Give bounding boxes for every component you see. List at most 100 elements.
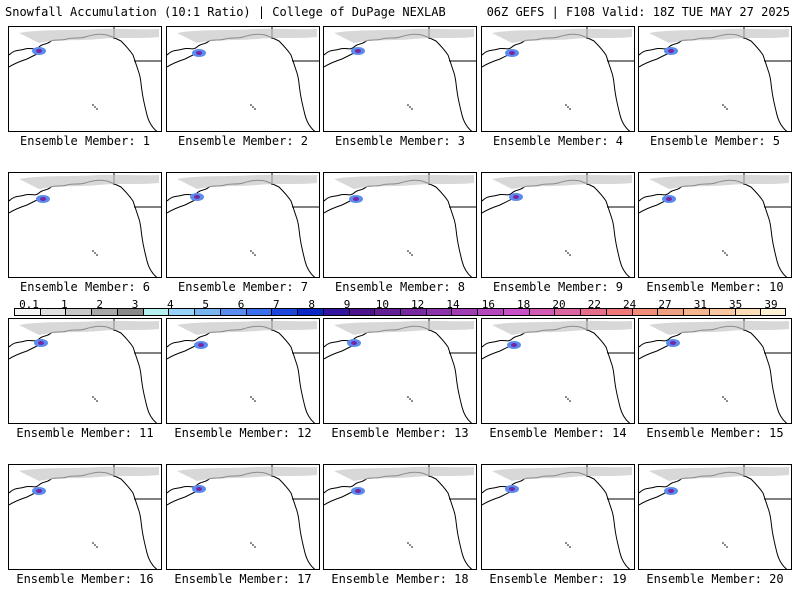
island-dot [569, 400, 571, 402]
legend-color-bin [451, 308, 478, 316]
ensemble-map-panel [638, 172, 792, 278]
snow-accumulation-core [513, 195, 519, 199]
legend-color-bin [374, 308, 400, 316]
island-dot [724, 252, 726, 254]
legend-label: 5 [202, 298, 209, 311]
island-dot [722, 250, 724, 252]
coastline [324, 325, 473, 423]
ensemble-map-panel [481, 318, 635, 424]
island-dot [726, 546, 728, 548]
coastline [9, 33, 158, 131]
legend-color-bin [683, 308, 709, 316]
run-valid-time: 06Z GEFS | F108 Valid: 18Z TUE MAY 27 20… [486, 5, 790, 19]
alaska-peninsula [324, 198, 355, 214]
legend-color-bin [142, 308, 169, 316]
snow-accumulation-core [509, 487, 515, 491]
map-svg [9, 173, 161, 277]
island-dot [722, 104, 724, 106]
island-dot [411, 546, 413, 548]
map-svg [482, 465, 634, 569]
ensemble-member-caption: Ensemble Member: 4 [492, 134, 624, 148]
island-dot [250, 396, 252, 398]
island-dot [407, 104, 409, 106]
snow-accumulation-core [38, 341, 44, 345]
island-dot [96, 254, 98, 256]
snow-band-light [19, 320, 159, 335]
legend-color-bin [657, 308, 684, 316]
map-svg [167, 173, 319, 277]
island-dot [92, 542, 94, 544]
legend-label: 2 [96, 298, 103, 311]
snow-band-light [649, 28, 789, 43]
snow-accumulation-core [668, 49, 674, 53]
legend-label: 20 [552, 298, 566, 311]
ensemble-member-caption: Ensemble Member: 5 [649, 134, 781, 148]
snow-accumulation-core [670, 341, 676, 345]
ensemble-map-panel [481, 464, 635, 570]
ensemble-member-caption: Ensemble Member: 11 [16, 426, 154, 440]
map-svg [9, 465, 161, 569]
map-svg [639, 173, 791, 277]
island-dot [92, 396, 94, 398]
coastline [639, 179, 788, 277]
legend-label: 3 [131, 298, 139, 311]
ensemble-map-panel [166, 26, 320, 132]
snow-accumulation-core [351, 341, 357, 345]
snow-accumulation-core [196, 51, 202, 55]
coastline [482, 471, 631, 569]
snow-accumulation-core [198, 343, 204, 347]
snow-accumulation-core [666, 197, 672, 201]
snow-band-light [177, 28, 317, 43]
ensemble-map-panel [323, 26, 477, 132]
legend-color-bin [116, 308, 143, 316]
island-dot [94, 398, 96, 400]
alaska-peninsula [324, 52, 355, 68]
snow-accumulation-core [509, 51, 515, 55]
snow-band-light [334, 28, 474, 43]
legend-color-bin [708, 308, 735, 316]
island-dot [96, 400, 98, 402]
alaska-peninsula [482, 344, 513, 360]
legend-color-bin [580, 308, 606, 316]
snow-band-light [492, 28, 632, 43]
snow-accumulation-core [355, 489, 361, 493]
snow-band-light [19, 28, 159, 43]
coastline [9, 325, 158, 423]
legend-color-bin [528, 308, 555, 316]
island-dot [722, 396, 724, 398]
island-dot [567, 252, 569, 254]
snow-band-light [649, 320, 789, 335]
snow-band-light [334, 320, 474, 335]
map-svg [167, 319, 319, 423]
alaska-peninsula [167, 198, 198, 214]
legend-label: 6 [237, 298, 245, 311]
island-dot [254, 546, 256, 548]
island-dot [569, 254, 571, 256]
legend-label: 35 [729, 298, 743, 311]
alaska-peninsula [639, 344, 670, 360]
snow-band-light [649, 466, 789, 481]
legend-label: 4 [167, 298, 174, 311]
legend-color-bin [245, 308, 272, 316]
ensemble-map-panel [166, 172, 320, 278]
island-dot [92, 104, 94, 106]
legend-color-bin [297, 308, 323, 316]
island-dot [409, 398, 411, 400]
legend-label: 7 [273, 298, 280, 311]
legend-color-bin [39, 308, 66, 316]
legend-color-bin [91, 308, 117, 316]
ensemble-map-panel [638, 318, 792, 424]
legend-color-bin [219, 308, 246, 316]
ensemble-member-caption: Ensemble Member: 13 [331, 426, 469, 440]
alaska-peninsula [167, 52, 198, 68]
legend-label: 22 [587, 298, 601, 311]
coastline [167, 325, 316, 423]
ensemble-member-caption: Ensemble Member: 7 [177, 280, 309, 294]
coastline [167, 471, 316, 569]
coastline [324, 33, 473, 131]
map-svg [324, 173, 476, 277]
legend-color-bin [734, 308, 761, 316]
ensemble-member-caption: Ensemble Member: 1 [19, 134, 151, 148]
alaska-peninsula [9, 198, 40, 214]
legend-label: 0.1 [19, 298, 39, 311]
